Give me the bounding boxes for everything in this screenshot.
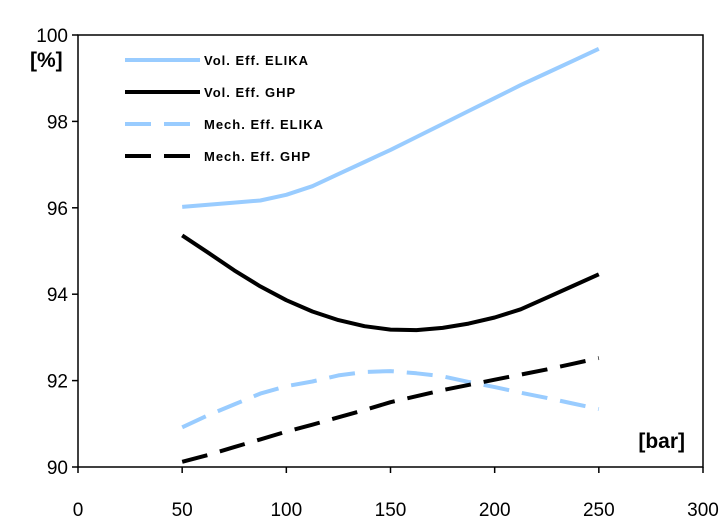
legend-label-3: Mech. Eff. GHP — [204, 149, 311, 164]
series-line-2 — [181, 369, 600, 430]
y-tick-label-1: 92 — [47, 372, 68, 393]
x-tick-label-3: 150 — [375, 500, 407, 521]
legend-label-0: Vol. Eff. ELIKA — [204, 53, 309, 68]
series-line-0 — [182, 46, 600, 209]
x-tick-label-1: 50 — [172, 500, 193, 521]
y-tick-label-4: 98 — [47, 112, 68, 133]
legend-label-1: Vol. Eff. GHP — [204, 85, 296, 100]
y-axis-label: [%] — [30, 49, 63, 72]
y-tick-label-2: 94 — [47, 285, 69, 306]
legend-label-2: Mech. Eff. ELIKA — [204, 117, 324, 132]
series-lines — [181, 46, 600, 464]
x-tick-label-0: 0 — [73, 500, 84, 521]
series-line-1 — [181, 233, 600, 333]
axes — [72, 34, 704, 473]
legend: Vol. Eff. ELIKA Vol. Eff. GHP Mech. Eff. E… — [125, 53, 324, 164]
x-tick-label-4: 200 — [479, 500, 511, 521]
y-tick-label-5: 100 — [36, 26, 68, 47]
series-line-3 — [181, 356, 600, 464]
y-tick-label-3: 96 — [47, 199, 68, 220]
x-axis-label: [bar] — [638, 430, 685, 453]
tick-labels: 90 92 94 96 98 100 0 50 100 150 200 250 300 — [36, 26, 719, 521]
x-tick-label-6: 300 — [687, 500, 719, 521]
x-tick-label-2: 100 — [270, 500, 302, 521]
y-tick-label-0: 90 — [47, 458, 68, 479]
x-tick-label-5: 250 — [583, 500, 615, 521]
